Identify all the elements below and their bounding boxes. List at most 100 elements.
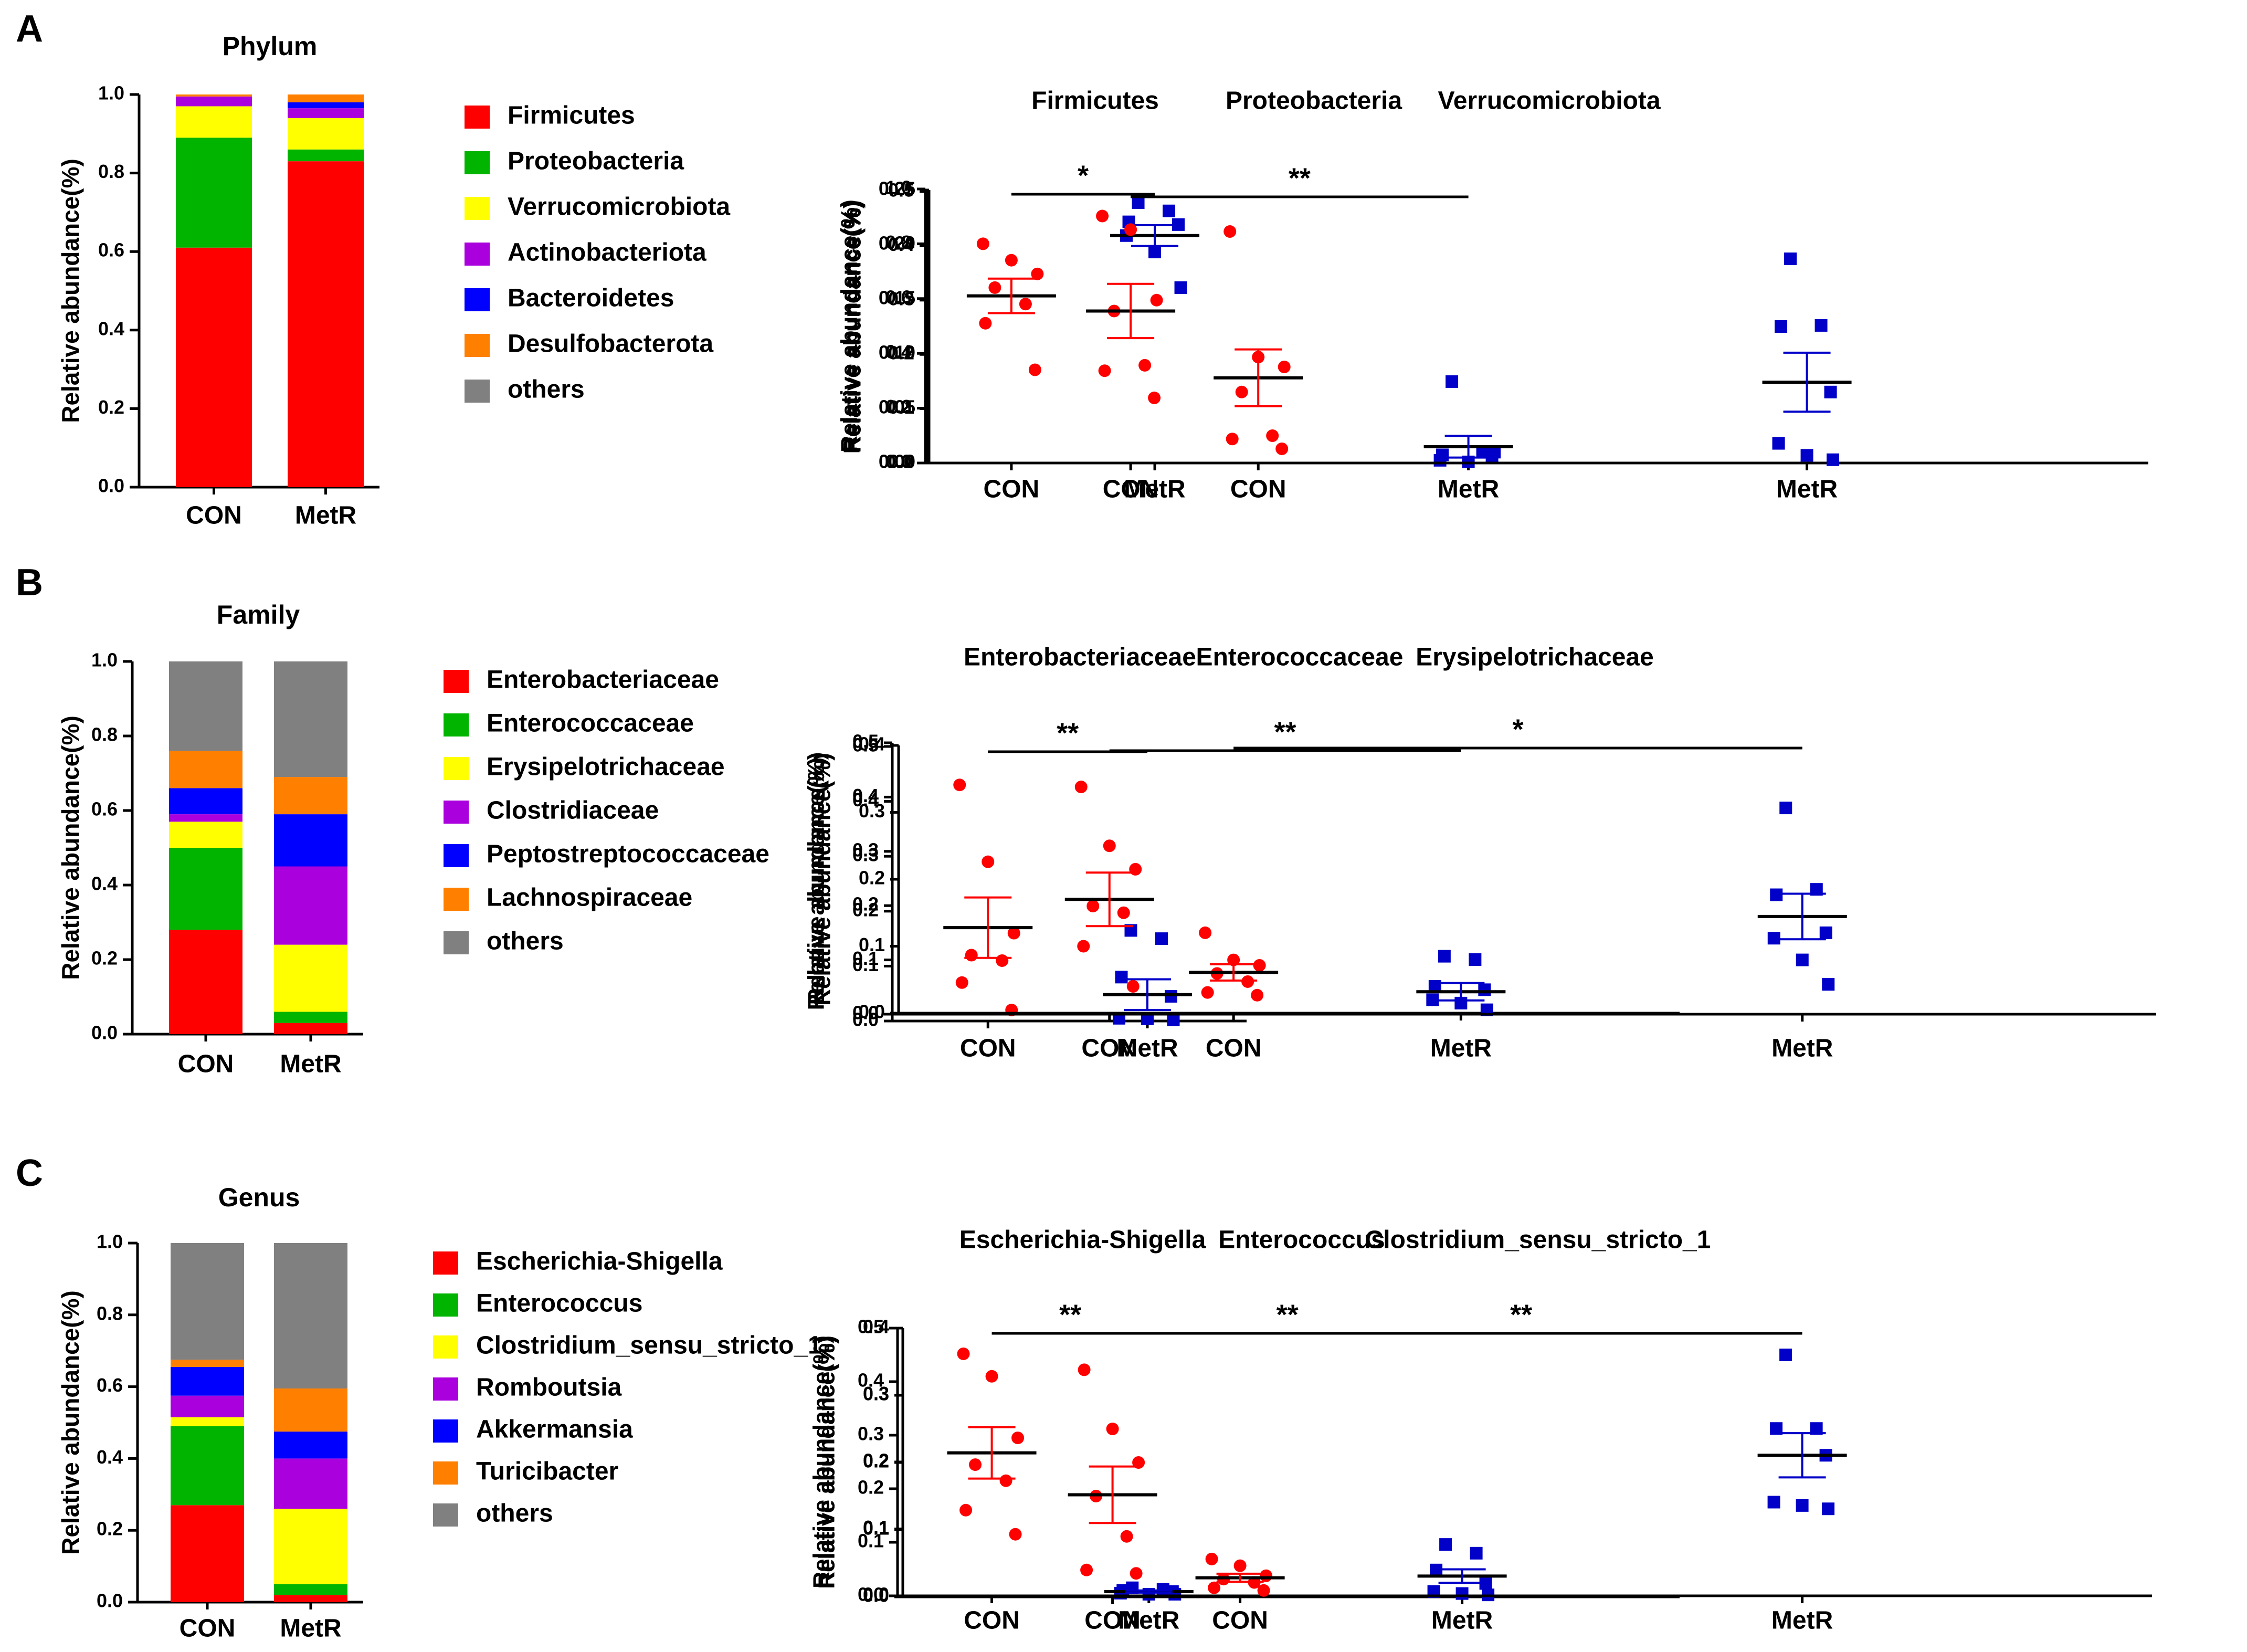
bar-segment-desulfobacterota [288, 94, 364, 102]
con-point [1096, 209, 1109, 223]
y-tick-label: 0.3 [852, 844, 879, 866]
con-point [1235, 385, 1248, 398]
legend-swatch [433, 1251, 458, 1275]
con-point [1260, 1569, 1273, 1582]
legend-swatch [433, 1503, 458, 1527]
legend-label: Escherichia-Shigella [476, 1248, 723, 1276]
con-point [1124, 223, 1137, 236]
bar-segment-clostridiaceae [169, 814, 242, 822]
x-tick-label: MetR [280, 1615, 341, 1643]
scatter-chart-title: Clostridium_sensu_stricto_1 [1365, 1226, 1711, 1254]
bar-segment-akkermansia [274, 1432, 347, 1459]
stacked-bar-chart: Phylum 0.0 0.2 0.4 0.6 0.8 1.0 Relative abundan… [57, 31, 379, 530]
legend-label: others [487, 928, 564, 955]
panel-letter: A [16, 8, 43, 50]
significance-stars: * [1078, 160, 1089, 191]
con-point [953, 778, 966, 792]
y-tick-label: 0.8 [91, 724, 118, 745]
scatter-chart-title: Verrucomicrobiota [1438, 87, 1660, 115]
y-tick-label: 0.6 [885, 286, 912, 308]
y-axis-label: Relative abundance(%) [814, 1335, 840, 1588]
legend: Firmicutes Proteobacteria Verrucomicrobiot… [465, 102, 730, 404]
metr-point [1155, 932, 1168, 945]
scatter-chart-proteobacteria: Proteobacteria0.00.10.20.30.40.5Relative… [839, 87, 1679, 503]
bar-segment-erysipelotrichaceae [169, 822, 242, 848]
y-axis-label: Relative abundance(%) [839, 201, 865, 454]
x-tick-label: CON [180, 1615, 236, 1643]
bar-segment-proteobacteria [176, 138, 252, 248]
y-tick-label: 0.25 [879, 178, 915, 199]
bar-segment-clostridium-sensu-stricto-1 [171, 1417, 244, 1426]
scatter-chart-erysipelotrichaceae: Erysipelotrichaceae0.00.10.20.30.40.5Rel… [804, 644, 2156, 1062]
bar-segment-lachnospiraceae [274, 777, 347, 815]
y-axis-label: Relative abundance(%) [57, 159, 84, 423]
y-tick-label: 0.2 [863, 1450, 889, 1472]
y-tick-label: 0.5 [852, 734, 879, 756]
metr-point [1115, 971, 1128, 984]
stacked-bar-chart: Genus 0.0 0.2 0.4 0.6 0.8 1.0 Relative abundanc… [57, 1183, 363, 1643]
legend-swatch [444, 931, 469, 954]
scatter-chart-clostridium-sensu-stricto-1: Clostridium_sensu_stricto_1 0.0 0.1 0.2 0.3 0… [814, 1226, 2152, 1635]
y-axis-label: Relative abundance(%) [57, 1290, 84, 1555]
y-tick-label: 0.2 [888, 342, 914, 364]
bar-segment-others [274, 1243, 347, 1389]
legend-label: Bacteroidetes [508, 285, 674, 312]
bar-segment-actinobacteriota [176, 96, 252, 107]
bar-segment-lachnospiraceae [169, 751, 242, 788]
y-tick-label: 0.6 [97, 1374, 123, 1396]
y-tick-label: 0.0 [863, 1585, 889, 1606]
metr-point [1167, 1013, 1180, 1026]
y-tick-label: 0.8 [885, 232, 912, 253]
bar-segment-peptostreptococcaceae [169, 788, 242, 815]
y-tick-label: 0.0 [863, 1584, 889, 1605]
metr-point [1767, 932, 1780, 945]
y-axis-label: Relative abundance(%) [57, 715, 84, 980]
y-tick-label: 0.0 [852, 1009, 879, 1030]
y-tick-label: 0.3 [858, 1423, 884, 1445]
scatter-chart-escherichia-shigella: Escherichia-Shigella0.00.10.20.30.40.5Re… [809, 1226, 1247, 1635]
legend-swatch [444, 713, 469, 736]
legend: Escherichia-Shigella Enterococcus Clostrid… [433, 1248, 822, 1528]
y-axis-label: Relative abundance(%) [804, 752, 829, 1005]
metr-point [1822, 1502, 1835, 1516]
x-tick-label: CON [178, 1050, 234, 1078]
y-tick-label: 0.20 [879, 233, 915, 254]
legend-label: Akkermansia [476, 1416, 633, 1444]
legend-swatch [465, 288, 490, 311]
con-point [965, 949, 978, 962]
y-axis-label: Relative abundance(%) [810, 753, 836, 1006]
bar-segment-desulfobacterota [176, 94, 252, 97]
metr-point [1772, 437, 1785, 450]
con-point [1253, 959, 1266, 972]
y-tick-label: 0.4 [91, 873, 118, 895]
metr-point [1433, 454, 1447, 467]
y-tick-label: 0.1 [863, 1517, 889, 1538]
significance-stars: ** [1277, 1299, 1299, 1330]
legend-label: Enterococcaceae [487, 710, 694, 738]
con-point [1148, 391, 1161, 404]
metr-point [1174, 281, 1187, 294]
bar-segment-akkermansia [171, 1366, 244, 1396]
x-tick-label: MetR [1116, 1035, 1178, 1062]
con-point [1199, 926, 1212, 939]
metr-point [1796, 953, 1809, 966]
y-tick-label: 0.10 [879, 342, 915, 363]
y-tick-label: 0.1 [863, 1518, 889, 1539]
legend-swatch [465, 197, 490, 220]
y-tick-label: 0.3 [888, 288, 914, 309]
y-tick-label: 0.0 [852, 1002, 879, 1024]
y-tick-label: 0.0 [97, 1590, 123, 1612]
y-tick-label: 0.0 [98, 475, 124, 497]
y-tick-label: 0.5 [888, 180, 914, 201]
bar-segment-clostridium-sensu-stricto-1 [274, 1509, 347, 1584]
y-tick-label: 0.3 [863, 1383, 889, 1405]
legend-swatch [444, 888, 469, 911]
metr-point [1784, 252, 1797, 266]
stacked-chart-title: Family [217, 600, 300, 629]
legend-label: Romboutsia [476, 1374, 622, 1402]
legend-swatch [465, 380, 490, 403]
significance-stars: * [1512, 713, 1523, 745]
bar-segment-others [171, 1243, 244, 1360]
